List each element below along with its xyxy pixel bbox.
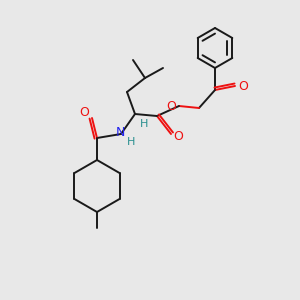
Text: O: O bbox=[166, 100, 176, 112]
Text: H: H bbox=[140, 119, 148, 129]
Text: O: O bbox=[173, 130, 183, 143]
Text: O: O bbox=[238, 80, 248, 92]
Text: O: O bbox=[79, 106, 89, 118]
Text: H: H bbox=[127, 137, 135, 147]
Text: N: N bbox=[115, 127, 125, 140]
